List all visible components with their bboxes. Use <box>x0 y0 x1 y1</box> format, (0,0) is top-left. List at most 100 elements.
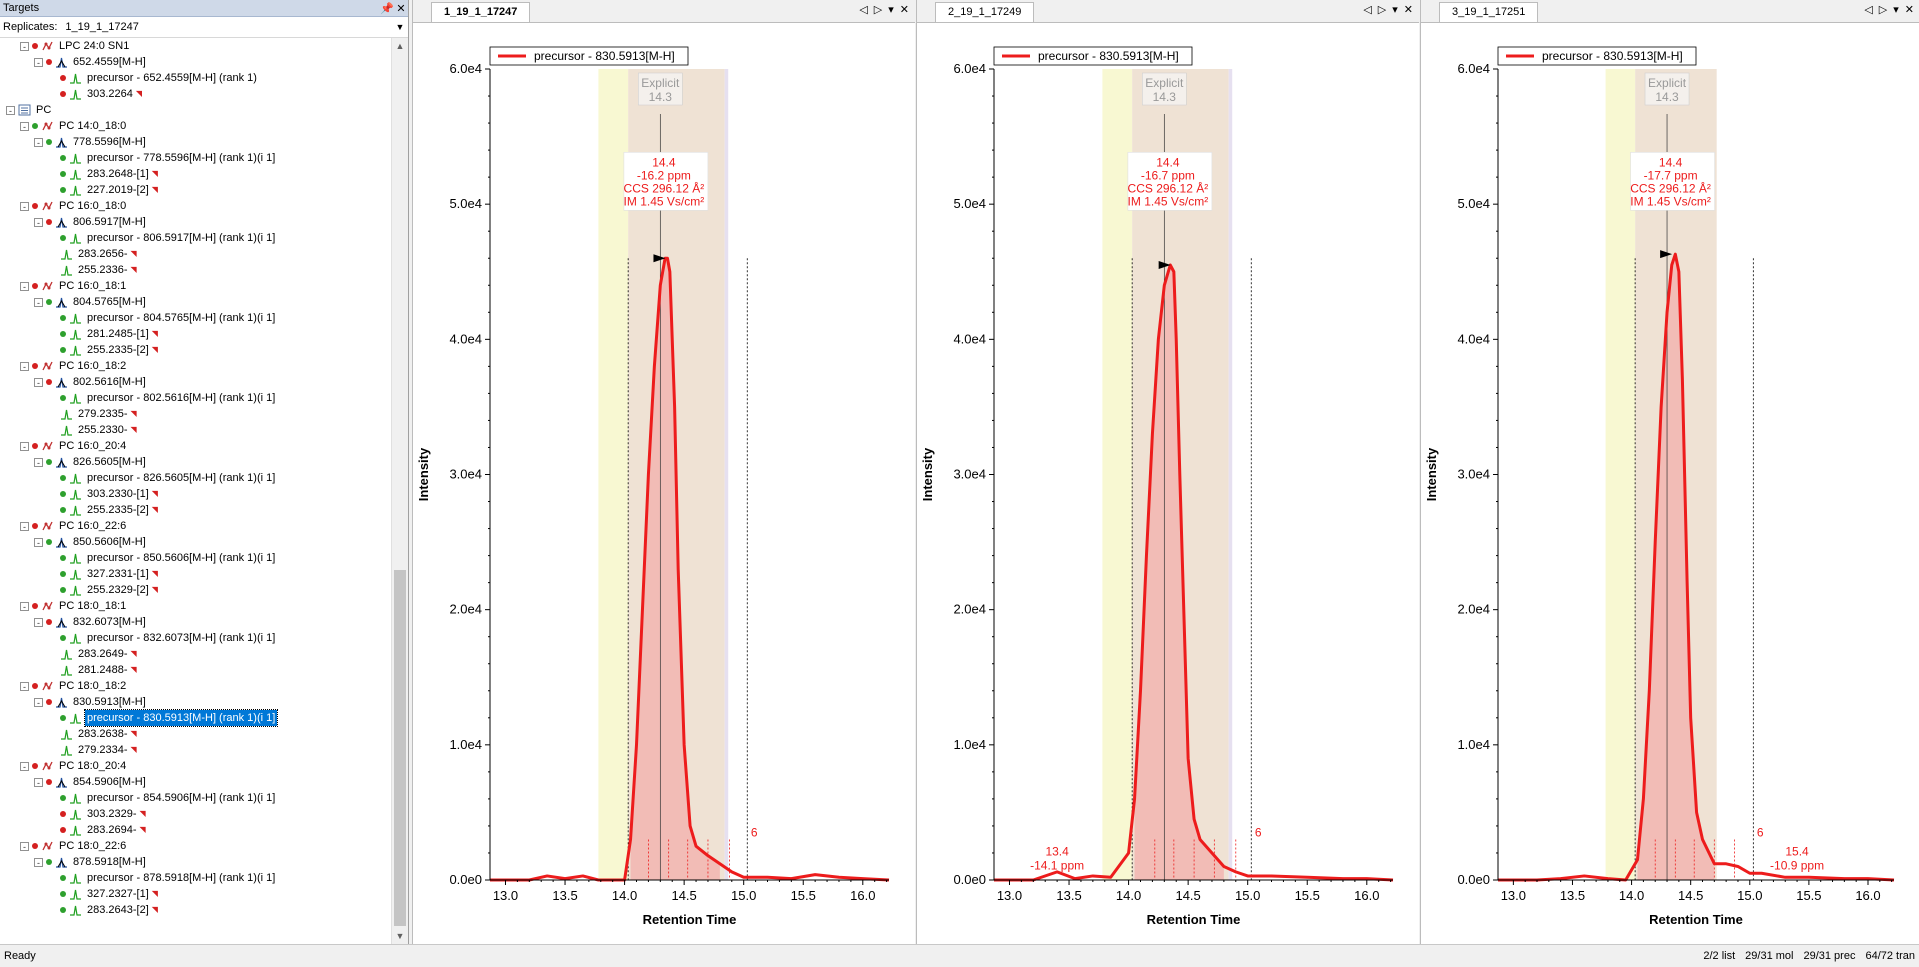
replicates-dropdown[interactable]: 1_19_1_17247 ▼ <box>65 19 408 35</box>
tree-item[interactable]: - 802.5616[M-H] <box>34 374 148 390</box>
tree-item[interactable]: precursor - 854.5906[M-H] (rank 1)(i 1] <box>60 790 277 806</box>
tree-item[interactable]: - PC 16:0_20:4 <box>20 438 128 454</box>
tree-item[interactable]: - PC 18:0_18:2 <box>20 678 128 694</box>
tree-item[interactable]: - 778.5596[M-H] <box>34 134 148 150</box>
tab-close-icon[interactable]: ✕ <box>1904 4 1914 16</box>
tree-item[interactable]: 303.2264 ◥ <box>60 86 142 102</box>
pin-icon[interactable]: 📌 <box>380 2 394 15</box>
tree-item[interactable]: 279.2334- ◥ <box>60 742 137 758</box>
tree-item[interactable]: 281.2485-[1] ◥ <box>60 326 158 342</box>
tab-replicate-1[interactable]: 1_19_1_17247 <box>431 2 531 22</box>
tab-replicate-2[interactable]: 2_19_1_17249 <box>935 2 1035 22</box>
tree-item[interactable]: 283.2643-[2] ◥ <box>60 902 158 918</box>
tree-item[interactable]: precursor - 802.5616[M-H] (rank 1)(i 1] <box>60 390 277 406</box>
collapse-toggle-icon[interactable]: - <box>34 137 43 147</box>
tree-item[interactable]: precursor - 830.5913[M-H] (rank 1)(i 1] <box>60 709 279 727</box>
tree-item[interactable]: - 830.5913[M-H] <box>34 694 148 710</box>
tab-close-icon[interactable]: ✕ <box>899 4 909 16</box>
tree-item[interactable]: precursor - 804.5765[M-H] (rank 1)(i 1] <box>60 310 277 326</box>
scroll-down-arrow-icon[interactable]: ▼ <box>395 931 405 941</box>
tree-item[interactable]: - PC 16:0_18:2 <box>20 358 128 374</box>
collapse-toggle-icon[interactable]: - <box>20 521 29 531</box>
tree-item[interactable]: 281.2488- ◥ <box>60 662 137 678</box>
collapse-toggle-icon[interactable]: - <box>20 361 29 371</box>
collapse-toggle-icon[interactable]: - <box>34 617 43 627</box>
tree-item[interactable]: 283.2656- ◥ <box>60 246 137 262</box>
tab-menu-chevron-icon[interactable]: ▾ <box>1392 4 1398 16</box>
tab-next-icon[interactable]: ▷ <box>1878 4 1888 16</box>
chromatogram-chart[interactable]: 0.0e0 1.0e4 2.0e4 3.0e4 4.0e4 5.0e4 6.0e4 13.0 1… <box>917 22 1419 944</box>
tree-item[interactable]: 255.2336- ◥ <box>60 262 137 278</box>
tree-item[interactable]: 255.2329-[2] ◥ <box>60 582 158 598</box>
tree-item[interactable]: - PC 18:0_18:1 <box>20 598 128 614</box>
tree-item[interactable]: precursor - 652.4559[M-H] (rank 1) <box>60 70 259 86</box>
chevron-down-icon[interactable]: ▼ <box>395 22 405 32</box>
tree-item[interactable]: - PC 18:0_20:4 <box>20 758 128 774</box>
tree-item[interactable]: 279.2335- ◥ <box>60 406 137 422</box>
tree-item[interactable]: 255.2335-[2] ◥ <box>60 502 158 518</box>
tree-item[interactable]: precursor - 806.5917[M-H] (rank 1)(i 1] <box>60 230 277 246</box>
tree-item[interactable]: - LPC 24:0 SN1 <box>20 38 131 54</box>
collapse-toggle-icon[interactable]: - <box>20 761 29 771</box>
tree-item[interactable]: 283.2638- ◥ <box>60 726 137 742</box>
tab-menu-chevron-icon[interactable]: ▾ <box>1893 4 1899 16</box>
collapse-toggle-icon[interactable]: - <box>20 41 29 51</box>
tree-scrollbar[interactable]: ▲ ▼ <box>391 38 408 944</box>
collapse-toggle-icon[interactable]: - <box>34 377 43 387</box>
tab-prev-icon[interactable]: ◁ <box>859 4 868 16</box>
tree-item[interactable]: - 854.5906[M-H] <box>34 774 148 790</box>
collapse-toggle-icon[interactable]: - <box>34 777 43 787</box>
collapse-toggle-icon[interactable]: - <box>6 105 15 115</box>
collapse-toggle-icon[interactable]: - <box>20 281 29 291</box>
tree-item[interactable]: - 878.5918[M-H] <box>34 854 148 870</box>
tree-item[interactable]: 303.2329- ◥ <box>60 806 146 822</box>
targets-tree[interactable]: - LPC 24:0 SN1 - 652.4559[M-H] precursor - 6… <box>0 38 390 944</box>
tree-item[interactable]: - 826.5605[M-H] <box>34 454 148 470</box>
tree-item[interactable]: 327.2327-[1] ◥ <box>60 886 158 902</box>
collapse-toggle-icon[interactable]: - <box>20 201 29 211</box>
tree-item[interactable]: precursor - 778.5596[M-H] (rank 1)(i 1] <box>60 150 277 166</box>
tree-item[interactable]: - PC 16:0_18:0 <box>20 198 128 214</box>
chromatogram-chart[interactable]: 0.0e0 1.0e4 2.0e4 3.0e4 4.0e4 5.0e4 6.0e4 13.0 1… <box>1421 22 1919 944</box>
tree-item[interactable]: - PC 16:0_18:1 <box>20 278 128 294</box>
tree-item[interactable]: - 804.5765[M-H] <box>34 294 148 310</box>
collapse-toggle-icon[interactable]: - <box>34 57 43 67</box>
tree-item[interactable]: - PC 18:0_22:6 <box>20 838 128 854</box>
collapse-toggle-icon[interactable]: - <box>20 681 29 691</box>
tab-replicate-3[interactable]: 3_19_1_17251 <box>1439 2 1539 22</box>
tree-item[interactable]: - PC 14:0_18:0 <box>20 118 128 134</box>
tab-prev-icon[interactable]: ◁ <box>1864 4 1873 16</box>
collapse-toggle-icon[interactable]: - <box>20 121 29 131</box>
tree-item[interactable]: precursor - 832.6073[M-H] (rank 1)(i 1] <box>60 630 277 646</box>
collapse-toggle-icon[interactable]: - <box>34 537 43 547</box>
tree-item[interactable]: precursor - 878.5918[M-H] (rank 1)(i 1] <box>60 870 277 886</box>
tab-next-icon[interactable]: ▷ <box>1377 4 1387 16</box>
close-icon[interactable]: ✕ <box>396 2 406 15</box>
tree-item[interactable]: 227.2019-[2] ◥ <box>60 182 158 198</box>
tree-item[interactable]: - 806.5917[M-H] <box>34 214 148 230</box>
tab-close-icon[interactable]: ✕ <box>1403 4 1413 16</box>
tree-item[interactable]: 303.2330-[1] ◥ <box>60 486 158 502</box>
tree-item[interactable]: 327.2331-[1] ◥ <box>60 566 158 582</box>
collapse-toggle-icon[interactable]: - <box>20 841 29 851</box>
collapse-toggle-icon[interactable]: - <box>34 297 43 307</box>
tree-item[interactable]: precursor - 850.5606[M-H] (rank 1)(i 1] <box>60 550 277 566</box>
tree-item[interactable]: 283.2694- ◥ <box>60 822 146 838</box>
scroll-up-arrow-icon[interactable]: ▲ <box>395 41 405 51</box>
tree-item[interactable]: - 850.5606[M-H] <box>34 534 148 550</box>
tree-item[interactable]: 255.2330- ◥ <box>60 422 137 438</box>
collapse-toggle-icon[interactable]: - <box>34 857 43 867</box>
scroll-thumb[interactable] <box>394 570 406 926</box>
collapse-toggle-icon[interactable]: - <box>34 457 43 467</box>
tree-item[interactable]: - PC 16:0_22:6 <box>20 518 128 534</box>
tree-item[interactable]: precursor - 826.5605[M-H] (rank 1)(i 1] <box>60 470 277 486</box>
collapse-toggle-icon[interactable]: - <box>20 601 29 611</box>
tree-item[interactable]: - 652.4559[M-H] <box>34 54 148 70</box>
collapse-toggle-icon[interactable]: - <box>34 697 43 707</box>
collapse-toggle-icon[interactable]: - <box>20 441 29 451</box>
chromatogram-chart[interactable]: 0.0e0 1.0e4 2.0e4 3.0e4 4.0e4 5.0e4 6.0e4 13.0 1… <box>413 22 915 944</box>
tab-prev-icon[interactable]: ◁ <box>1363 4 1372 16</box>
tree-item[interactable]: 255.2335-[2] ◥ <box>60 342 158 358</box>
tree-item[interactable]: 283.2649- ◥ <box>60 646 137 662</box>
tree-item[interactable]: 283.2648-[1] ◥ <box>60 166 158 182</box>
